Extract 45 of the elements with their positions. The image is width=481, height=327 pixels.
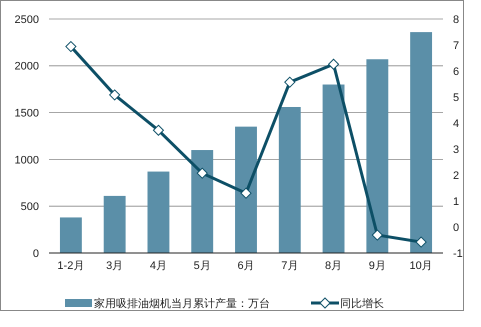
x-tick-label: 7月 [281,260,298,272]
y-tick-label: 2500 [14,14,39,26]
bar [60,217,82,253]
point [196,168,208,179]
bar [410,32,432,253]
bar [322,84,344,253]
y2-tick-label: 5 [453,92,460,104]
point [65,41,76,52]
bar [104,196,126,253]
y2-tick-label: 4 [453,118,460,130]
y2-tick-label: -1 [453,248,463,260]
y-tick-label: 2000 [14,60,39,73]
y2-tick-label: 2 [453,170,460,182]
x-tick-label: 5月 [194,260,211,272]
x-tick-label: 8月 [324,260,342,272]
y2-tick-label: 6 [453,66,460,78]
y-tick-label: 500 [20,201,39,214]
x-tick-label: 6月 [237,260,255,272]
y2-tick-label: 7 [453,40,460,52]
legend-label: 家用吸排油烟机当月累计产量：万台 [94,296,270,310]
x-tick-label: 3月 [106,260,124,272]
y2-tick-label: 3 [453,144,460,156]
bar [191,150,214,253]
x-tick-label: 1-2月 [57,260,84,272]
y-tick-label: 0 [32,248,39,260]
point [152,124,164,136]
bar [235,126,257,253]
x-tick-label: 4月 [150,260,168,272]
y2-tick-label: 0 [453,222,460,234]
legend-label: 同比增长 [340,296,384,310]
y2-tick-label: 1 [453,196,460,208]
point [284,76,296,88]
x-tick-label: 10月 [409,260,433,272]
y-tick-label: 1000 [14,154,39,166]
bar [148,172,170,253]
point [372,230,383,241]
point [109,89,120,100]
point [328,58,340,70]
y2-tick-label: 8 [453,14,460,26]
bar [366,59,388,253]
y-tick-label: 1500 [14,107,39,120]
point [240,188,252,199]
x-tick-label: 9月 [368,260,386,272]
point [416,236,427,248]
bar [278,106,301,253]
